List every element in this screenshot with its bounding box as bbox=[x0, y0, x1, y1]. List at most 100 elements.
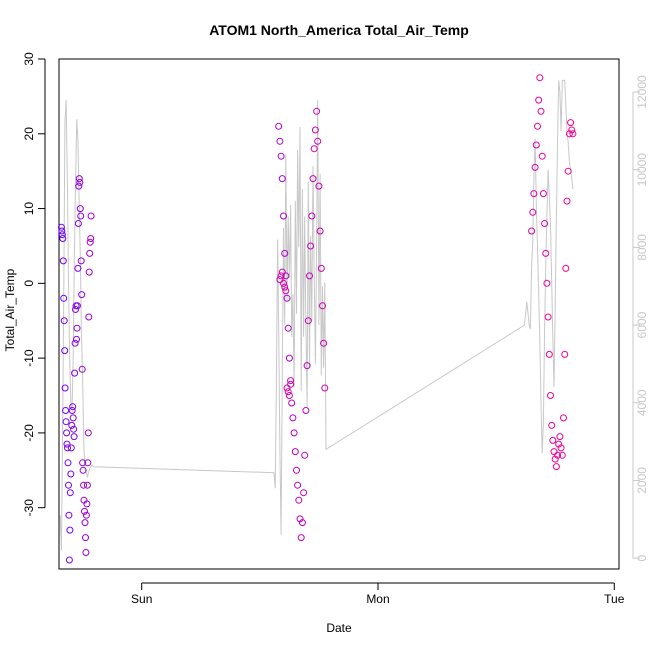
data-point bbox=[73, 302, 81, 310]
data-point bbox=[86, 238, 94, 246]
data-point bbox=[313, 107, 321, 115]
data-point bbox=[556, 433, 564, 441]
y2-tick-label: 10000 bbox=[635, 153, 649, 187]
data-point bbox=[567, 119, 575, 127]
data-point bbox=[282, 272, 290, 280]
data-point bbox=[535, 96, 543, 104]
data-point bbox=[66, 526, 74, 534]
data-point bbox=[64, 444, 71, 452]
data-point bbox=[295, 496, 303, 504]
data-point bbox=[317, 264, 325, 272]
data-point bbox=[536, 74, 544, 82]
data-point bbox=[78, 365, 86, 373]
axes-layer: Sun Mon Tue -30 -20 -10 0 10 20 30 0 2000 4000 6000 80… bbox=[22, 52, 649, 606]
y-axis-label: Total_Air_Temp bbox=[3, 268, 17, 351]
x-tick-label: Tue bbox=[604, 592, 625, 606]
data-point bbox=[569, 130, 577, 138]
data-point bbox=[64, 459, 72, 467]
data-point bbox=[81, 519, 89, 527]
x-axis-label: Date bbox=[326, 621, 352, 635]
data-point bbox=[319, 302, 326, 310]
data-point bbox=[87, 212, 95, 220]
data-point bbox=[314, 137, 322, 145]
data-point bbox=[531, 163, 539, 171]
data-point bbox=[548, 421, 556, 429]
data-point bbox=[61, 347, 69, 355]
data-point bbox=[564, 167, 572, 175]
data-point bbox=[74, 220, 82, 227]
data-point bbox=[284, 324, 292, 332]
data-point bbox=[320, 339, 328, 347]
data-point bbox=[58, 231, 66, 239]
data-point bbox=[77, 257, 85, 265]
y-tick-label: -10 bbox=[22, 349, 36, 367]
data-point bbox=[276, 276, 284, 284]
data-point bbox=[69, 414, 77, 422]
data-point bbox=[530, 190, 538, 198]
plot-frame bbox=[58, 58, 620, 570]
data-point bbox=[62, 418, 70, 426]
data-point bbox=[76, 178, 84, 186]
y2-tick-label: 4000 bbox=[635, 389, 649, 416]
data-point bbox=[304, 317, 312, 325]
data-point bbox=[275, 122, 283, 130]
data-point bbox=[316, 227, 324, 235]
data-point bbox=[285, 354, 293, 362]
data-point bbox=[565, 130, 573, 138]
y2-tick-label: 8000 bbox=[635, 234, 649, 261]
data-point bbox=[67, 444, 75, 452]
y-tick-label: 20 bbox=[22, 127, 36, 141]
y-tick-label: -20 bbox=[22, 424, 36, 442]
data-point bbox=[68, 407, 76, 414]
data-point bbox=[63, 440, 71, 448]
data-point bbox=[287, 380, 295, 388]
data-point bbox=[81, 507, 88, 515]
data-point bbox=[281, 283, 289, 291]
data-point bbox=[278, 268, 286, 276]
data-point bbox=[70, 433, 78, 441]
data-point bbox=[298, 519, 306, 527]
data-point bbox=[310, 145, 318, 153]
data-point bbox=[309, 175, 317, 183]
data-point bbox=[550, 448, 558, 456]
data-point bbox=[70, 425, 78, 433]
y-tick-label: -30 bbox=[22, 499, 36, 517]
data-point bbox=[83, 500, 91, 508]
data-point bbox=[308, 212, 316, 220]
data-point bbox=[65, 511, 73, 519]
data-point bbox=[66, 489, 74, 497]
data-point bbox=[77, 212, 85, 220]
data-point bbox=[293, 466, 300, 474]
secondary-series-line bbox=[59, 79, 574, 551]
data-point bbox=[57, 223, 65, 231]
data-point bbox=[539, 190, 547, 198]
data-point bbox=[544, 313, 552, 321]
data-point bbox=[62, 407, 70, 414]
y2-tick-label: 6000 bbox=[635, 311, 649, 338]
data-point bbox=[547, 392, 554, 399]
data-point bbox=[60, 317, 68, 325]
data-point bbox=[552, 463, 560, 471]
data-point bbox=[280, 279, 287, 287]
data-point bbox=[554, 451, 562, 459]
data-point bbox=[538, 152, 546, 160]
x-tick-label: Mon bbox=[366, 592, 389, 606]
y-tick-label: 10 bbox=[22, 202, 36, 216]
data-point bbox=[72, 306, 79, 313]
data-point bbox=[86, 249, 94, 257]
data-point bbox=[65, 556, 73, 564]
data-point bbox=[528, 227, 536, 235]
data-point bbox=[75, 175, 83, 183]
data-point bbox=[80, 481, 88, 489]
data-point bbox=[321, 384, 329, 392]
data-point bbox=[79, 466, 87, 474]
data-point bbox=[283, 384, 291, 392]
data-point bbox=[537, 107, 545, 115]
data-point bbox=[290, 429, 298, 437]
data-point bbox=[555, 440, 563, 448]
data-point bbox=[300, 489, 308, 497]
data-point bbox=[301, 451, 309, 459]
data-point bbox=[277, 152, 285, 160]
y-tick-label: 30 bbox=[22, 52, 36, 66]
